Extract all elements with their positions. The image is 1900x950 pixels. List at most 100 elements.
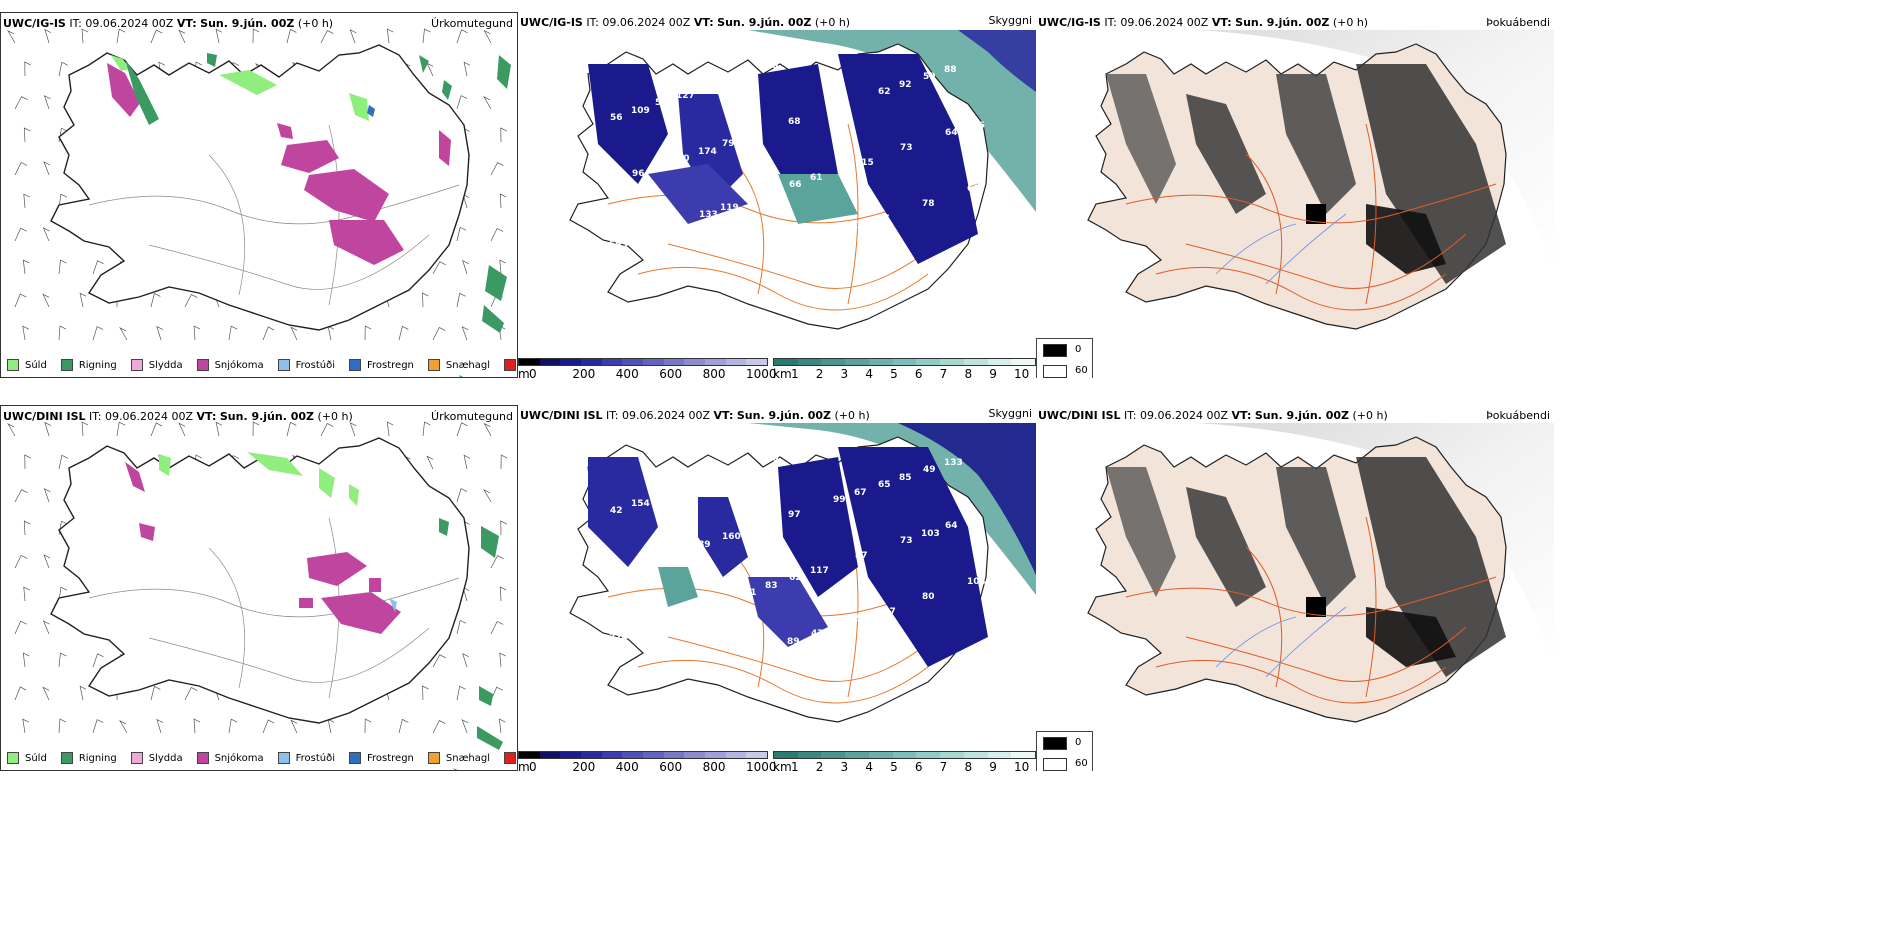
ceiling-value-label: 83 <box>765 581 778 591</box>
colorbar-segment <box>774 359 798 365</box>
product-title: Úrkomutegund <box>431 17 513 30</box>
ceiling-value-label: 60 <box>967 184 980 194</box>
colorbar-segment <box>845 359 869 365</box>
wind-barb <box>92 653 104 668</box>
precip-legend-swatch <box>427 752 440 764</box>
wind-barb <box>58 652 67 668</box>
wind-barb <box>432 327 446 341</box>
wind-barb <box>456 619 467 635</box>
wind-barb <box>398 325 409 341</box>
visibility-colorbar: km 1 2 3 4 5 6 7 8 9 10 <box>773 358 1036 378</box>
wind-barb <box>58 586 68 602</box>
ceiling-value-label: 764 <box>743 132 762 142</box>
colorbar-segment <box>705 752 726 758</box>
precip-legend-label: Frostúði <box>295 359 335 371</box>
precip-legend-swatch <box>60 752 73 764</box>
wind-barb <box>490 227 504 242</box>
ceiling-value-label: 50 <box>677 154 690 164</box>
wind-barb <box>58 259 67 275</box>
precip-legend-item: Frostregn <box>349 359 414 371</box>
colorbar-tick: 6 <box>914 760 923 771</box>
visibility-map-svg: 58 57 79 66 103 59 56 50 46 51 62 64 96 133 75 88 73 60 91… <box>569 30 1036 330</box>
wind-barb <box>7 423 16 437</box>
ceiling-value-label: 171 <box>832 229 851 239</box>
precip-legend-item: Haglél <box>504 359 517 371</box>
wind-barb <box>42 227 50 242</box>
wind-barb <box>92 260 104 275</box>
product-title: Skyggni <box>988 407 1032 420</box>
wind-barb <box>252 28 260 44</box>
ceiling-value-label: 139 <box>654 618 673 628</box>
wind-barb <box>349 29 357 44</box>
wind-barb <box>500 520 507 536</box>
wind-barb <box>422 421 431 437</box>
precip-legend-item: Haglél <box>504 752 517 764</box>
colorbar-segment <box>868 359 893 365</box>
ceiling-value-label: 133 <box>944 458 963 468</box>
precip-legend-item: Frostregn <box>349 752 414 764</box>
wind-barb <box>14 489 28 503</box>
wind-barb <box>483 489 492 503</box>
wind-barb <box>426 62 434 77</box>
ceiling-value-label: 52 <box>856 614 869 624</box>
wind-barb <box>490 555 504 569</box>
wind-barb <box>456 422 468 437</box>
wind-barb <box>14 227 27 242</box>
wind-barb <box>461 326 469 341</box>
precip-legend-item: Rigning <box>60 359 117 371</box>
colorbar-tick: 9 <box>989 760 997 771</box>
ceiling-value-label: 85 <box>899 473 912 483</box>
wind-barb <box>398 718 409 734</box>
wind-barb <box>500 454 508 470</box>
ceiling-value-label: 68 <box>788 117 801 127</box>
precip-legend-label: Frostúði <box>295 752 335 764</box>
ceiling-value-label: 51 <box>811 236 824 246</box>
colorbar-segment <box>892 752 917 758</box>
wind-barb <box>58 718 67 734</box>
precip-type-map-r2: UWC/DINI ISL IT: 09.06.2024 00Z VT: Sun.… <box>0 405 518 771</box>
ceiling-value-label: 65 <box>608 570 621 580</box>
ceiling-value-label: 62 <box>789 573 802 583</box>
precip-legend-swatch <box>7 752 19 764</box>
ceiling-value-label: 70 <box>766 454 779 464</box>
colorbar-segment <box>916 752 941 758</box>
ceiling-value-label: 168 <box>765 188 784 198</box>
precip-legend-label: Snæhagl <box>445 359 491 371</box>
ceiling-value-label: 99 <box>833 495 846 505</box>
wind-barb <box>150 685 161 701</box>
wind-barb <box>184 687 198 701</box>
rivers <box>1215 606 1347 678</box>
ceiling-value-label: 157 <box>877 607 896 617</box>
colorbar-segment <box>892 359 917 365</box>
colorbar-segment <box>705 359 726 365</box>
ceiling-value-label: 73 <box>900 536 913 546</box>
wind-barb <box>43 95 51 110</box>
wind-barb <box>463 454 471 470</box>
wind-barb <box>432 654 446 668</box>
colorbar-tick: 7 <box>939 760 948 771</box>
wind-barb <box>456 685 466 701</box>
colorbar-unit: m <box>518 367 530 378</box>
wind-barb <box>79 292 87 308</box>
wind-barb <box>456 95 468 110</box>
wind-barb <box>92 326 104 341</box>
wind-barb <box>500 127 507 143</box>
colorbar-segment <box>916 359 941 365</box>
low-ceiling-patches <box>588 447 988 667</box>
wind-barb <box>228 325 238 341</box>
colorbar-segment <box>797 752 822 758</box>
precip-legend-label: Súld <box>25 359 47 371</box>
ceiling-value-label: 57 <box>655 98 668 108</box>
precip-legend-item: Frostúði <box>277 752 335 764</box>
wind-barb <box>461 719 469 734</box>
visibility-map-r1: 58 57 79 66 103 59 56 50 46 51 62 64 96 133 75 88 73 60 91… <box>518 12 1036 378</box>
wind-barb <box>456 292 466 308</box>
colorbar-segment <box>940 752 964 758</box>
precip-legend-label: Slydda <box>148 359 183 371</box>
product-title: Skyggni <box>988 14 1032 27</box>
ceiling-value-label: 56 <box>610 113 623 123</box>
wind-barb <box>150 422 163 437</box>
ceiling-value-label: 89 <box>787 637 800 647</box>
colorbar-tick: 3 <box>840 367 849 378</box>
colorbar-tick: 1000 <box>746 367 777 378</box>
